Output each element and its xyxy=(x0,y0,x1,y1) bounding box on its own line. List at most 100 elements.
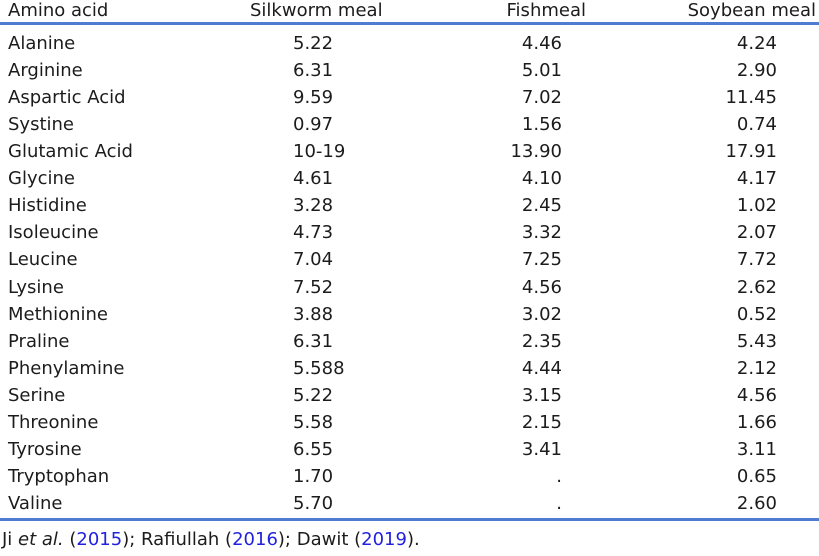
soybean-value-cell: 7.72 xyxy=(736,249,777,271)
soybean-value-cell: 0.52 xyxy=(736,303,777,325)
column-header-amino-acid: Amino acid xyxy=(8,0,109,21)
soybean-value-cell: 17.91 xyxy=(725,140,777,162)
table-row: Methionine 3.88 3.02 0.52 xyxy=(0,301,819,328)
source-citation-line: Ji et al. (2015); Rafiullah (2016); Dawi… xyxy=(2,528,420,552)
table-row: Tyrosine 6.55 3.41 3.11 xyxy=(0,437,819,464)
table-row: Valine 5.70 . 2.60 xyxy=(0,491,819,518)
silkworm-value-cell: 0.97 xyxy=(293,113,334,135)
table-row: Histidine 3.28 2.45 1.02 xyxy=(0,193,819,220)
citation-year-link-2015[interactable]: 2015 xyxy=(76,529,123,550)
silkworm-value-cell: 5.22 xyxy=(293,384,334,406)
silkworm-value-cell: 5.22 xyxy=(293,32,334,54)
soybean-value-cell: 2.12 xyxy=(736,357,777,379)
citation-etal-text: et al. xyxy=(18,529,64,550)
citation-text: ); Rafiullah ( xyxy=(122,529,233,550)
fishmeal-value-cell: 2.35 xyxy=(521,330,562,352)
fishmeal-value-cell: 3.41 xyxy=(521,439,562,461)
silkworm-value-cell: 7.04 xyxy=(293,249,334,271)
amino-acid-cell: Histidine xyxy=(8,195,87,217)
table-header-row: Amino acid Silkworm meal Fishmeal Soybea… xyxy=(0,0,819,25)
silkworm-value-cell: 5.588 xyxy=(293,357,345,379)
column-header-soybean-meal: Soybean meal xyxy=(687,0,816,21)
soybean-value-cell: 4.24 xyxy=(736,32,777,54)
amino-acid-cell: Arginine xyxy=(8,59,83,81)
soybean-value-cell: 2.07 xyxy=(736,222,777,244)
fishmeal-value-cell: . xyxy=(556,493,562,515)
table-row: Serine 5.22 3.15 4.56 xyxy=(0,382,819,409)
fishmeal-value-cell: 2.45 xyxy=(521,195,562,217)
silkworm-value-cell: 6.55 xyxy=(293,439,334,461)
amino-acid-cell: Glutamic Acid xyxy=(8,140,133,162)
amino-acid-cell: Isoleucine xyxy=(8,222,99,244)
citation-text: ); Dawit ( xyxy=(277,529,362,550)
silkworm-value-cell: 3.28 xyxy=(293,195,334,217)
silkworm-value-cell: 10-19 xyxy=(293,140,346,162)
silkworm-value-cell: 5.58 xyxy=(293,412,334,434)
fishmeal-value-cell: 1.56 xyxy=(521,113,562,135)
fishmeal-value-cell: 3.32 xyxy=(521,222,562,244)
soybean-value-cell: 1.02 xyxy=(736,195,777,217)
fishmeal-value-cell: 4.10 xyxy=(521,168,562,190)
soybean-value-cell: 2.60 xyxy=(736,493,777,515)
amino-acid-cell: Lysine xyxy=(8,276,64,298)
table-row: Threonine 5.58 2.15 1.66 xyxy=(0,410,819,437)
citation-text: Ji xyxy=(2,529,19,550)
table-row: Lysine 7.52 4.56 2.62 xyxy=(0,274,819,301)
fishmeal-value-cell: 7.25 xyxy=(521,249,562,271)
citation-year-link-2019[interactable]: 2019 xyxy=(361,529,407,550)
silkworm-value-cell: 9.59 xyxy=(293,86,334,108)
fishmeal-value-cell: 4.44 xyxy=(521,357,562,379)
table-row: Systine 0.97 1.56 0.74 xyxy=(0,111,819,138)
table-row: Leucine 7.04 7.25 7.72 xyxy=(0,247,819,274)
soybean-value-cell: 1.66 xyxy=(736,412,777,434)
amino-acid-cell: Systine xyxy=(8,113,74,135)
silkworm-value-cell: 5.70 xyxy=(293,493,334,515)
table-bottom-rule xyxy=(0,518,819,521)
table-row: Isoleucine 4.73 3.32 2.07 xyxy=(0,220,819,247)
fishmeal-value-cell: 5.01 xyxy=(521,59,562,81)
fishmeal-value-cell: 4.56 xyxy=(521,276,562,298)
soybean-value-cell: 0.74 xyxy=(736,113,777,135)
silkworm-value-cell: 3.88 xyxy=(293,303,334,325)
silkworm-value-cell: 6.31 xyxy=(293,59,334,81)
amino-acid-cell: Methionine xyxy=(8,303,108,325)
fishmeal-value-cell: 3.02 xyxy=(521,303,562,325)
table-row: Arginine 6.31 5.01 2.90 xyxy=(0,57,819,84)
column-header-fishmeal: Fishmeal xyxy=(506,0,586,21)
fishmeal-value-cell: 2.15 xyxy=(521,412,562,434)
silkworm-value-cell: 4.73 xyxy=(293,222,334,244)
silkworm-value-cell: 1.70 xyxy=(293,466,334,488)
silkworm-value-cell: 6.31 xyxy=(293,330,334,352)
table-row: Glycine 4.61 4.10 4.17 xyxy=(0,166,819,193)
amino-acid-cell: Aspartic Acid xyxy=(8,86,126,108)
table-row: Praline 6.31 2.35 5.43 xyxy=(0,328,819,355)
amino-acid-cell: Phenylamine xyxy=(8,357,125,379)
fishmeal-value-cell: 13.90 xyxy=(510,140,562,162)
amino-acid-cell: Glycine xyxy=(8,168,75,190)
soybean-value-cell: 5.43 xyxy=(736,330,777,352)
silkworm-value-cell: 7.52 xyxy=(293,276,334,298)
citation-text: ( xyxy=(63,529,77,550)
fishmeal-value-cell: 4.46 xyxy=(521,32,562,54)
table-row: Glutamic Acid 10-19 13.90 17.91 xyxy=(0,138,819,165)
amino-acid-cell: Tyrosine xyxy=(8,439,82,461)
table-row: Alanine 5.22 4.46 4.24 xyxy=(0,30,819,57)
amino-acid-cell: Valine xyxy=(8,493,63,515)
soybean-value-cell: 2.90 xyxy=(736,59,777,81)
amino-acid-cell: Serine xyxy=(8,384,66,406)
soybean-value-cell: 4.56 xyxy=(736,384,777,406)
soybean-value-cell: 3.11 xyxy=(736,439,777,461)
column-header-silkworm-meal: Silkworm meal xyxy=(250,0,383,21)
amino-acid-cell: Praline xyxy=(8,330,70,352)
silkworm-value-cell: 4.61 xyxy=(293,168,334,190)
citation-year-link-2016[interactable]: 2016 xyxy=(232,529,278,550)
amino-acid-cell: Alanine xyxy=(8,32,76,54)
fishmeal-value-cell: 3.15 xyxy=(521,384,562,406)
table-row: Phenylamine 5.588 4.44 2.12 xyxy=(0,355,819,382)
fishmeal-value-cell: 7.02 xyxy=(521,86,562,108)
table-row: Aspartic Acid 9.59 7.02 11.45 xyxy=(0,84,819,111)
soybean-value-cell: 2.62 xyxy=(736,276,777,298)
amino-acid-cell: Tryptophan xyxy=(8,466,110,488)
fishmeal-value-cell: . xyxy=(556,466,562,488)
soybean-value-cell: 11.45 xyxy=(725,86,777,108)
